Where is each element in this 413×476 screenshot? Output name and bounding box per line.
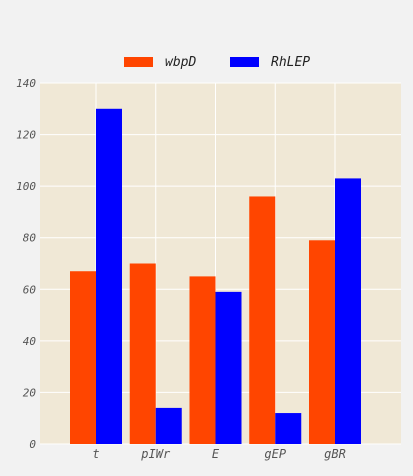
bar-wbpD-gBR	[309, 240, 335, 444]
bar-wbpD-pIWr	[129, 263, 156, 444]
bar-RhLEP-t	[96, 108, 122, 445]
y-tick-label: 140	[16, 77, 36, 90]
y-tick-label: 80	[23, 232, 37, 245]
x-tick-label: t	[92, 447, 99, 461]
bars	[70, 108, 361, 445]
bar-wbpD-E	[189, 276, 216, 444]
legend-label-RhLEP: RhLEP	[271, 55, 310, 70]
x-tick-label: gBR	[324, 447, 346, 461]
legend: wbpD RhLEP	[124, 55, 310, 70]
y-tick-label: 100	[16, 180, 36, 193]
y-tick-label: 0	[29, 438, 36, 451]
bar-RhLEP-gBR	[335, 178, 361, 444]
y-tick-label: 40	[23, 335, 37, 348]
y-tick-label: 20	[23, 386, 37, 399]
legend-label-wbpD: wbpD	[165, 55, 196, 70]
bar-wbpD-t	[70, 271, 96, 444]
x-tick-label: pIWr	[140, 447, 171, 461]
legend-swatch-RhLEP	[230, 57, 259, 67]
legend-swatch-wbpD	[124, 57, 153, 67]
bar-wbpD-gEP	[249, 196, 276, 444]
bar-RhLEP-E	[215, 291, 242, 444]
x-tick-label: gEP	[264, 447, 286, 461]
bar-RhLEP-pIWr	[155, 407, 182, 444]
bar-RhLEP-gEP	[275, 413, 302, 444]
y-tick-label: 60	[23, 283, 37, 296]
x-tick-label: E	[212, 447, 220, 461]
y-tick-labels: 0 20 40 60 80 100 120 140	[16, 77, 36, 451]
y-tick-label: 120	[16, 129, 36, 142]
